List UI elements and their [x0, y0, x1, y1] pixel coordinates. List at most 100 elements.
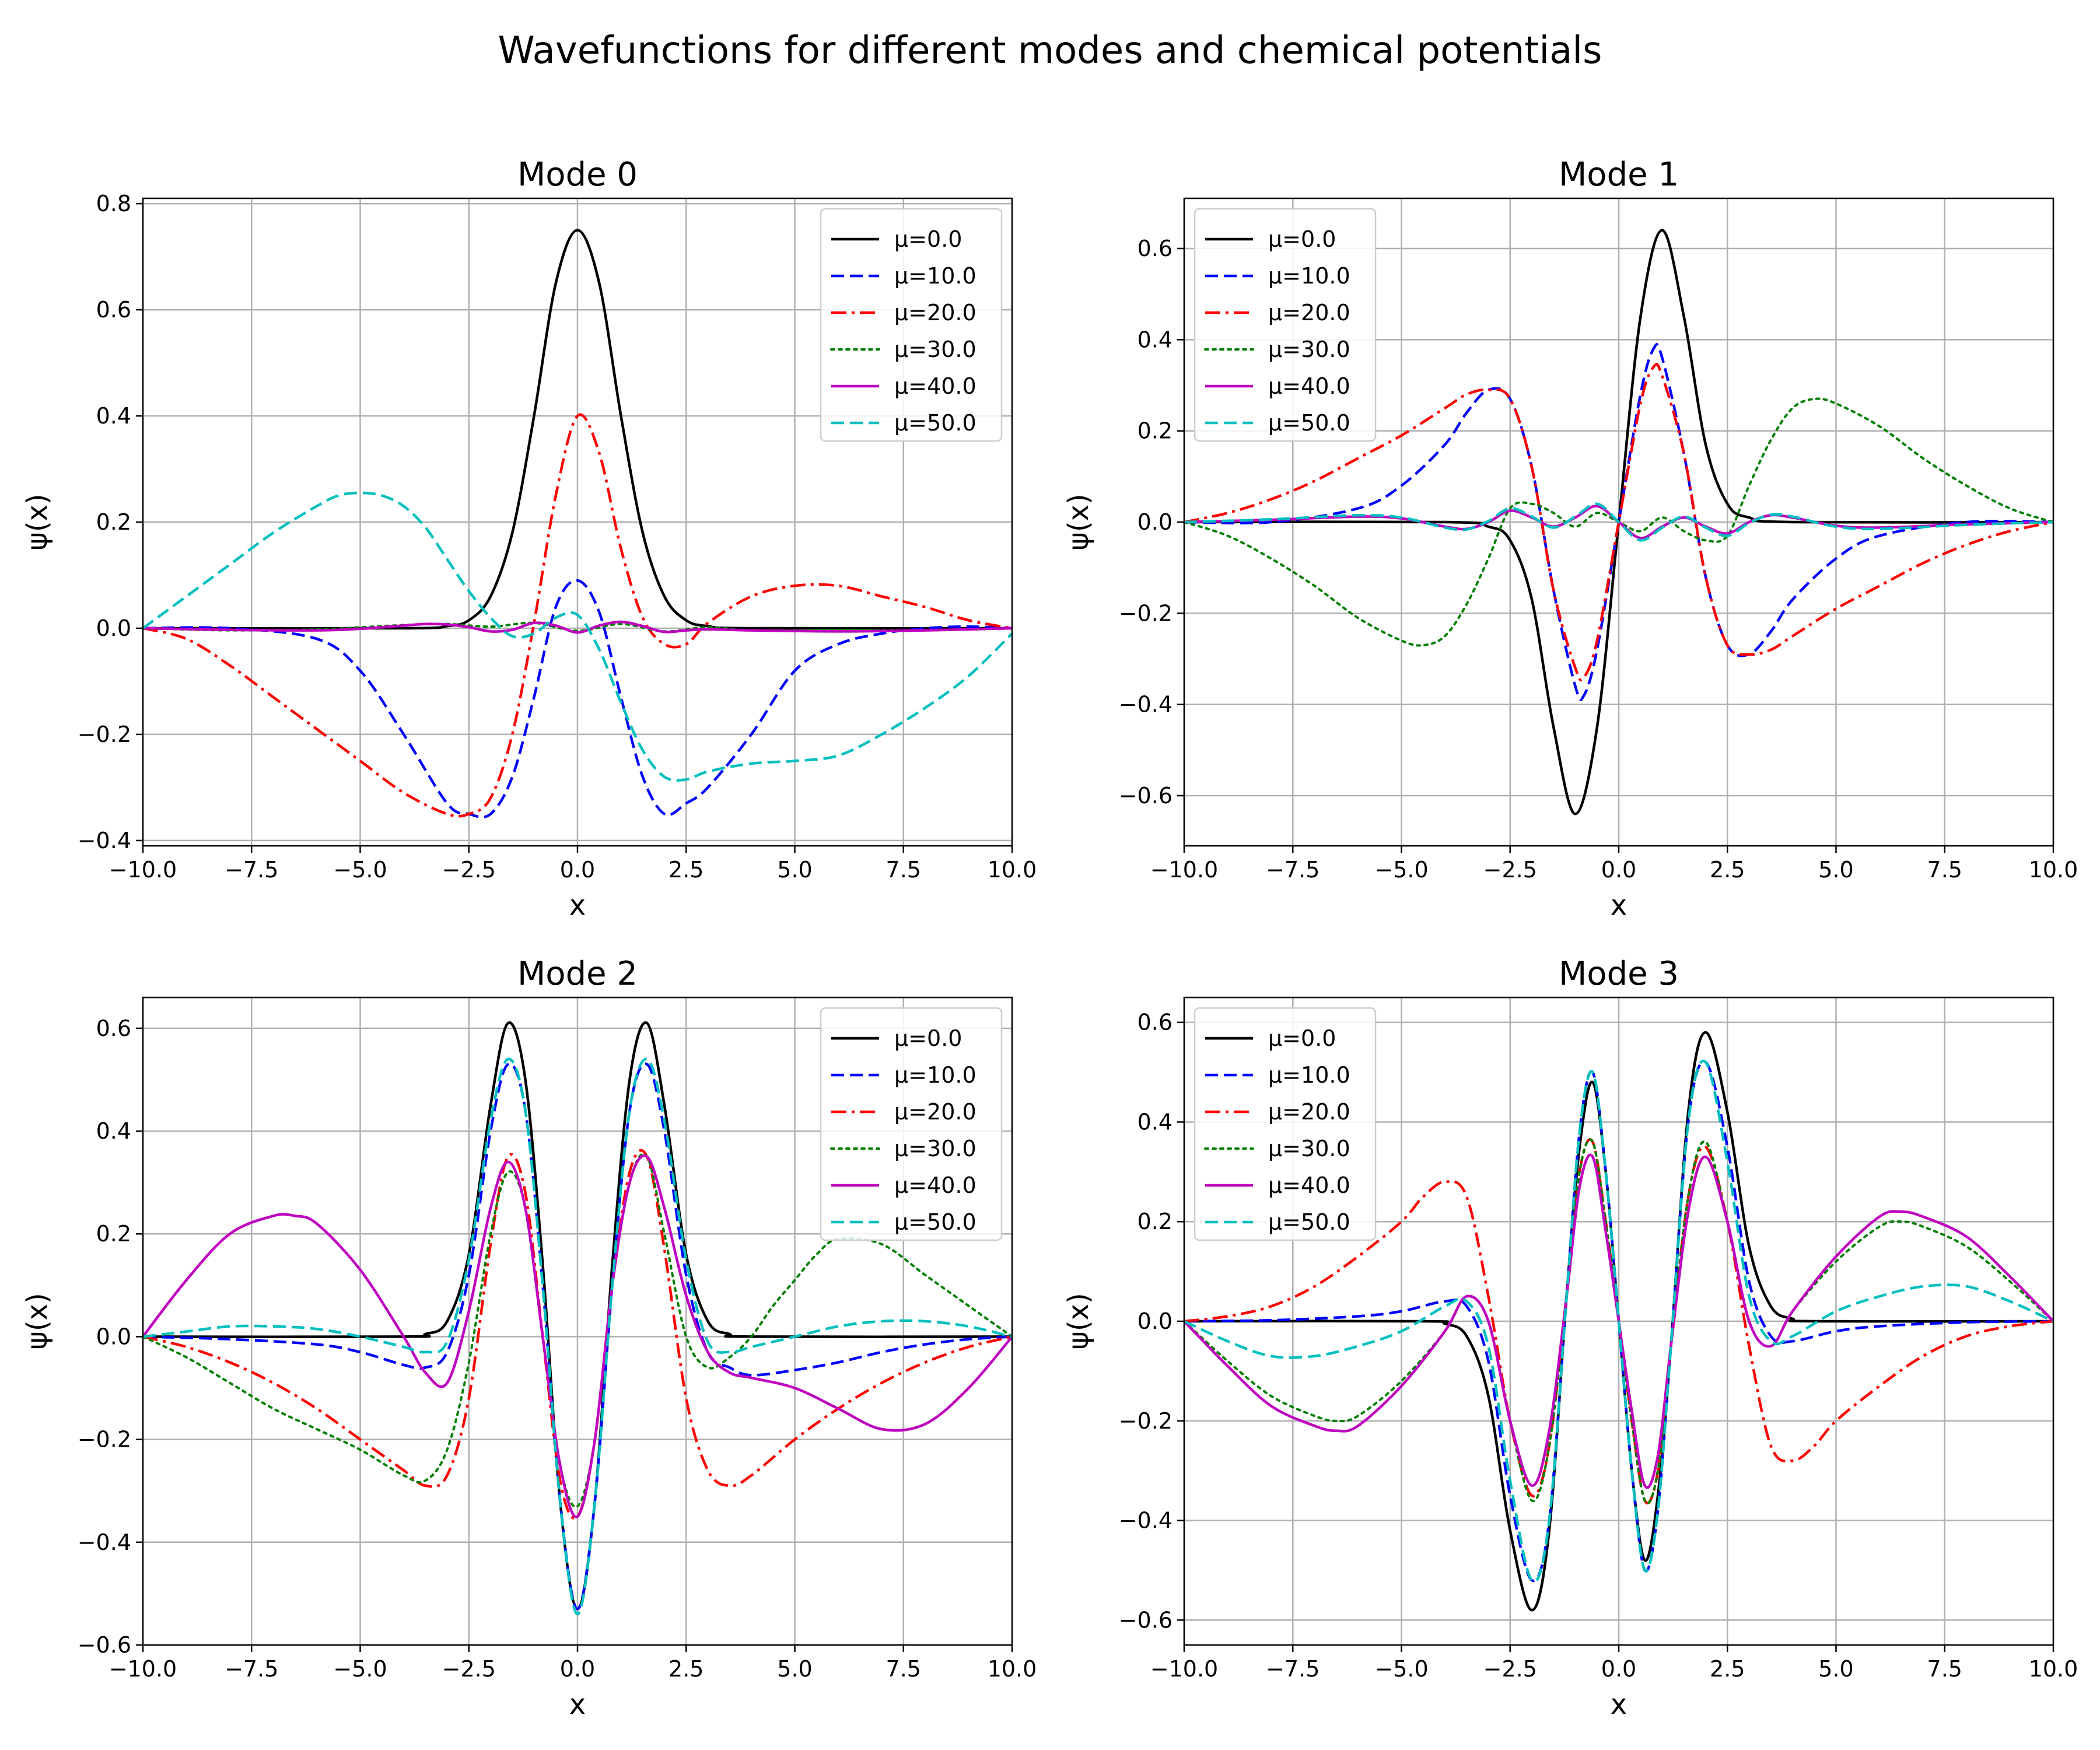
x-tick-label: 0.0	[560, 857, 595, 883]
series-line-mu-40	[143, 620, 1012, 634]
x-tick-label: 10.0	[988, 1656, 1037, 1682]
y-tick-label: 0.6	[96, 297, 131, 323]
legend-label: μ=10.0	[1268, 1062, 1350, 1088]
legend-box	[820, 208, 1003, 442]
x-tick-label: 2.5	[668, 1656, 704, 1682]
legend-label: μ=40.0	[1268, 373, 1350, 399]
legend-label: μ=50.0	[1268, 410, 1350, 436]
y-axis-label: ψ(x)	[21, 494, 54, 551]
legend: μ=0.0 μ=10.0 μ=20.0 μ=30.0 μ=40.0 μ=50.0	[1194, 208, 1377, 442]
x-axis-label: x	[569, 889, 586, 922]
x-tick-label: −10.0	[1150, 857, 1218, 883]
x-axis-label: x	[1611, 1688, 1627, 1721]
legend-label: μ=40.0	[1268, 1172, 1350, 1198]
x-tick-label: 2.5	[1710, 1656, 1745, 1682]
figure-title: Wavefunctions for different modes and ch…	[498, 29, 1602, 72]
series-line-mu-10	[143, 579, 1012, 819]
legend: μ=0.0 μ=10.0 μ=20.0 μ=30.0 μ=40.0 μ=50.0	[1194, 1007, 1377, 1241]
legend-label: μ=10.0	[1268, 263, 1350, 289]
subplot-title: Mode 3	[1559, 955, 1679, 993]
legend-label: μ=0.0	[894, 226, 962, 252]
y-axis-label: ψ(x)	[1062, 494, 1095, 551]
legend-box	[820, 1007, 1003, 1241]
x-tick-label: −7.5	[1266, 1656, 1320, 1682]
y-tick-label: −0.2	[1119, 1408, 1172, 1434]
x-tick-label: −10.0	[109, 857, 177, 883]
x-tick-label: −7.5	[1266, 857, 1320, 883]
y-tick-label: −0.6	[1119, 1607, 1172, 1633]
legend-label: μ=50.0	[1268, 1209, 1350, 1235]
x-axis-label: x	[569, 1688, 586, 1721]
subplot-mode-2: −10.0 −7.5 −5.0 −2.5 0.0 2.5 5.0 7.5 10.0 −0.6 −0.…	[21, 955, 1037, 1721]
legend-box	[1194, 1007, 1377, 1241]
legend-label: μ=0.0	[1268, 1026, 1336, 1051]
legend-label: μ=40.0	[894, 373, 977, 399]
y-tick-label: −0.2	[78, 1427, 131, 1452]
series-line-mu-50	[143, 1058, 1012, 1616]
subplot-mode-0: −10.0 −7.5 −5.0 −2.5 0.0 2.5 5.0 7.5 10.0 −0.4 −0.…	[21, 156, 1037, 922]
x-axis-label: x	[1611, 889, 1627, 922]
y-tick-label: 0.4	[1138, 327, 1172, 352]
y-tick-label: 0.6	[96, 1016, 131, 1041]
series-line-mu-50	[1184, 1059, 2053, 1583]
y-tick-label: 0.4	[96, 1118, 131, 1144]
subplot-mode-1: −10.0 −7.5 −5.0 −2.5 0.0 2.5 5.0 7.5 10.0 −0.6 −0.…	[1062, 156, 2078, 922]
y-tick-label: 0.6	[1138, 236, 1172, 261]
x-tick-label: −2.5	[442, 857, 496, 883]
series-line-mu-10	[143, 1062, 1012, 1611]
legend: μ=0.0 μ=10.0 μ=20.0 μ=30.0 μ=40.0 μ=50.0	[820, 1007, 1003, 1241]
x-tick-label: −5.0	[333, 1656, 387, 1682]
series-line-mu-10	[1184, 1060, 2053, 1583]
x-tick-label: −2.5	[1483, 857, 1537, 883]
x-tick-label: −5.0	[1374, 857, 1428, 883]
y-tick-label: −0.4	[1119, 692, 1172, 718]
x-tick-label: −7.5	[225, 1656, 278, 1682]
series-line-mu-10	[1184, 343, 2053, 701]
legend: μ=0.0 μ=10.0 μ=20.0 μ=30.0 μ=40.0 μ=50.0	[820, 208, 1003, 442]
series-line-mu-50	[1184, 502, 2053, 542]
x-tick-label: −5.0	[333, 857, 387, 883]
legend-label: μ=50.0	[894, 1209, 977, 1235]
y-tick-label: 0.4	[96, 403, 131, 429]
x-tick-label: 5.0	[1818, 857, 1853, 883]
x-tick-label: 10.0	[2029, 857, 2078, 883]
y-tick-label: 0.2	[96, 509, 131, 535]
y-tick-label: −0.4	[78, 1530, 131, 1555]
x-tick-label: 7.5	[1927, 857, 1962, 883]
y-axis-label: ψ(x)	[21, 1293, 54, 1350]
subplot-grid: −10.0 −7.5 −5.0 −2.5 0.0 2.5 5.0 7.5 10.0 −0.4 −0.…	[21, 156, 2078, 1721]
y-tick-label: 0.0	[1138, 509, 1172, 535]
y-tick-label: 0.0	[96, 615, 131, 641]
x-tick-label: 7.5	[886, 1656, 921, 1682]
legend-label: μ=30.0	[894, 337, 977, 362]
subplot-title: Mode 2	[517, 955, 638, 993]
y-tick-label: −0.4	[1119, 1508, 1172, 1534]
x-tick-label: −10.0	[109, 1656, 177, 1682]
legend-box	[1194, 208, 1377, 442]
legend-label: μ=20.0	[1268, 1099, 1350, 1125]
x-tick-label: 0.0	[1601, 857, 1636, 883]
y-tick-label: −0.6	[78, 1632, 131, 1658]
x-tick-label: 5.0	[777, 1656, 812, 1682]
legend-label: μ=20.0	[1268, 300, 1350, 326]
x-tick-label: 2.5	[668, 857, 704, 883]
x-tick-label: 5.0	[777, 857, 812, 883]
x-tick-label: 0.0	[560, 1656, 595, 1682]
subplot-title: Mode 1	[1559, 156, 1679, 194]
series-line-mu-40	[143, 1154, 1012, 1518]
y-tick-label: −0.6	[1119, 783, 1172, 808]
x-tick-label: 10.0	[2029, 1656, 2078, 1682]
legend-label: μ=30.0	[1268, 1136, 1350, 1161]
legend-label: μ=40.0	[894, 1172, 977, 1198]
subplot-title: Mode 0	[517, 156, 638, 194]
y-tick-label: 0.2	[1138, 1209, 1172, 1234]
x-tick-label: −2.5	[1483, 1656, 1537, 1682]
legend-label: μ=20.0	[894, 300, 977, 326]
x-tick-label: 7.5	[886, 857, 921, 883]
x-tick-label: −2.5	[442, 1656, 496, 1682]
y-axis-label: ψ(x)	[1062, 1293, 1095, 1350]
x-tick-label: 0.0	[1601, 1656, 1636, 1682]
x-tick-label: −7.5	[225, 857, 278, 883]
subplot-mode-3: −10.0 −7.5 −5.0 −2.5 0.0 2.5 5.0 7.5 10.0 −0.6 −0.…	[1062, 955, 2078, 1721]
